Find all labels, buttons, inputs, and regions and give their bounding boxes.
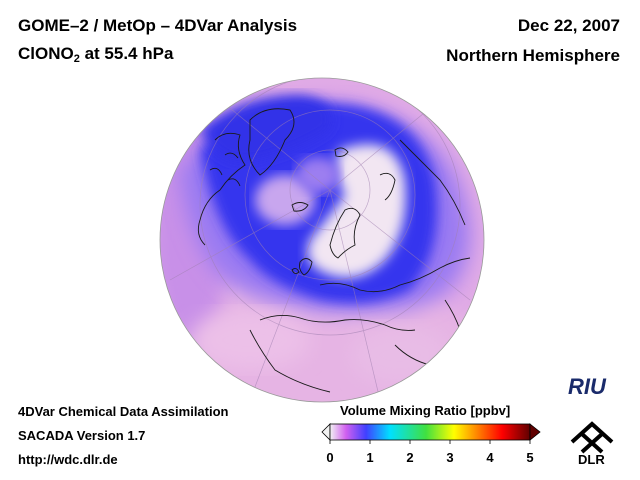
latitude-line: [244, 109, 416, 281]
colorbar-gradient: [329, 423, 531, 441]
coastline-novaya-zemlya: [379, 172, 396, 201]
colorbar-tick-label: 1: [366, 450, 373, 465]
coastlines: [197, 108, 471, 393]
coastline-eurasia: [319, 257, 471, 293]
coastline-siberia: [399, 139, 466, 226]
meridian-line: [249, 189, 331, 401]
footer-url: http://wdc.dlr.de: [18, 452, 118, 467]
coastline-greenland: [248, 108, 295, 176]
species-subscript: 2: [73, 53, 80, 65]
coastline-mediterranean: [259, 315, 416, 331]
coastline-scandinavia: [329, 207, 361, 259]
dlr-mark-stroke: [570, 421, 614, 444]
meridian-line: [329, 99, 441, 191]
dlr-label: DLR: [578, 452, 605, 467]
inner-high-west: [255, 175, 315, 225]
analysis-date: Dec 22, 2007: [517, 16, 620, 35]
colorbar-title: Volume Mixing Ratio [ppbv]: [340, 403, 511, 418]
coastline-british-isles: [291, 258, 313, 276]
latitude-line: [289, 149, 371, 231]
pressure-level: at 55.4 hPa: [79, 44, 174, 63]
meridian-line: [169, 189, 331, 281]
map-title: GOME–2 / MetOp – 4DVar Analysis: [18, 16, 298, 35]
coastline-svalbard: [334, 147, 349, 157]
hemisphere-label: Northern Hemisphere: [446, 46, 620, 65]
colorbar-high-arrow: [529, 423, 541, 441]
colorbar-tick-label: 4: [486, 450, 494, 465]
riu-logo: RIU: [568, 374, 606, 399]
colorbar-tick-label: 0: [326, 450, 333, 465]
colorbar-low-arrow: [321, 423, 331, 441]
footer-version: SACADA Version 1.7: [18, 428, 146, 443]
coastline-arctic-islands: [209, 152, 241, 187]
patch-lower-left: [190, 310, 310, 370]
graticule: [169, 78, 471, 401]
colorbar: 0 1 2 3 4 5: [321, 423, 541, 465]
colorbar-tick-label: 5: [526, 450, 533, 465]
patch-lower-right: [350, 325, 450, 385]
coastline-north-america: [197, 132, 246, 246]
colorbar-ticks: [329, 440, 531, 444]
globe-outline: [159, 77, 485, 403]
species-name: ClONO: [18, 44, 74, 63]
colorbar-tick-label: 2: [406, 450, 413, 465]
coastline-africa: [249, 329, 331, 393]
globe-disk: [160, 78, 484, 402]
colorbar-tick-label: 3: [446, 450, 453, 465]
vortex-blue-arm: [200, 95, 332, 162]
footer-assimilation: 4DVar Chemical Data Assimilation: [18, 404, 229, 419]
dlr-logo-icon: [570, 421, 614, 454]
dlr-mark-stroke: [580, 432, 604, 454]
meridian-line: [329, 189, 381, 401]
inner-purple-core: [296, 157, 340, 193]
meridian-line: [219, 99, 331, 191]
coastline-iceland: [291, 202, 309, 212]
species-label: ClONO2 at 55.4 hPa: [18, 44, 173, 65]
latitude-line: [199, 78, 461, 336]
